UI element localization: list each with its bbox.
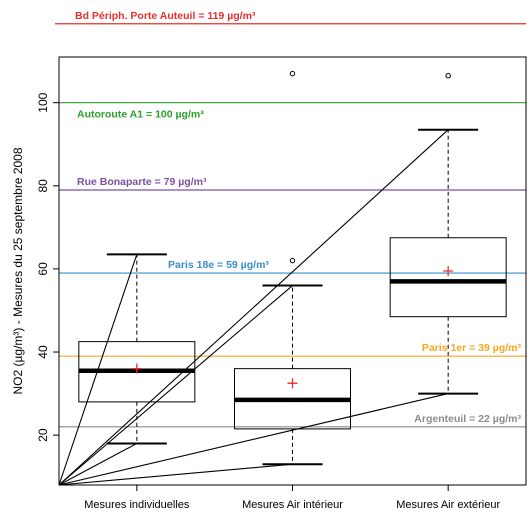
boxplot	[78, 253, 196, 445]
boxplots	[78, 70, 507, 466]
reference-label: Bd Périph. Porte Auteuil = 119 µg/m³	[75, 10, 256, 22]
reference-label: Paris 18e = 59 µg/m³	[168, 259, 269, 271]
boxplot	[389, 72, 507, 395]
y-tick-label: 20	[36, 428, 50, 442]
reference-labels: Bd Périph. Porte Auteuil = 119 µg/m³ Auto…	[75, 10, 521, 425]
x-tick-label: Mesures Air extérieur	[396, 499, 500, 511]
x-axis: Mesures individuelles Mesures Air intérie…	[84, 485, 500, 511]
mean-marker	[131, 363, 142, 374]
reference-label: Paris 1er = 39 µg/m³	[422, 342, 522, 354]
fan-line	[58, 442, 138, 486]
y-axis-label: NO2 (µg/m³) - Mesures du 25 septembre 20…	[11, 147, 25, 394]
boxplot	[234, 70, 351, 466]
mean-marker	[443, 266, 454, 276]
x-tick-label: Mesures individuelles	[84, 499, 190, 511]
x-tick-label: Mesures Air intérieur	[242, 499, 343, 511]
reference-label: Argenteuil = 22 µg/m³	[414, 413, 521, 425]
y-axis: 20 40 60 80 100	[36, 92, 59, 442]
y-tick-label: 100	[36, 92, 50, 112]
fan-lines	[58, 129, 449, 486]
fan-line	[58, 463, 293, 486]
mean-marker	[287, 378, 298, 389]
reference-label: Rue Bonaparte = 79 µg/m³	[77, 176, 207, 188]
outlier-point	[289, 257, 296, 264]
box-iqr	[389, 237, 507, 318]
reference-lines	[55, 23, 526, 428]
fan-line	[58, 129, 449, 486]
y-tick-label: 80	[36, 179, 50, 193]
y-tick-label: 40	[36, 345, 50, 359]
y-tick-label: 60	[36, 262, 50, 276]
outlier-point	[289, 70, 296, 77]
reference-label: Autoroute A1 = 100 µg/m³	[77, 109, 204, 121]
fan-line	[58, 285, 293, 486]
fan-line	[58, 393, 449, 486]
outlier-point	[445, 72, 451, 79]
